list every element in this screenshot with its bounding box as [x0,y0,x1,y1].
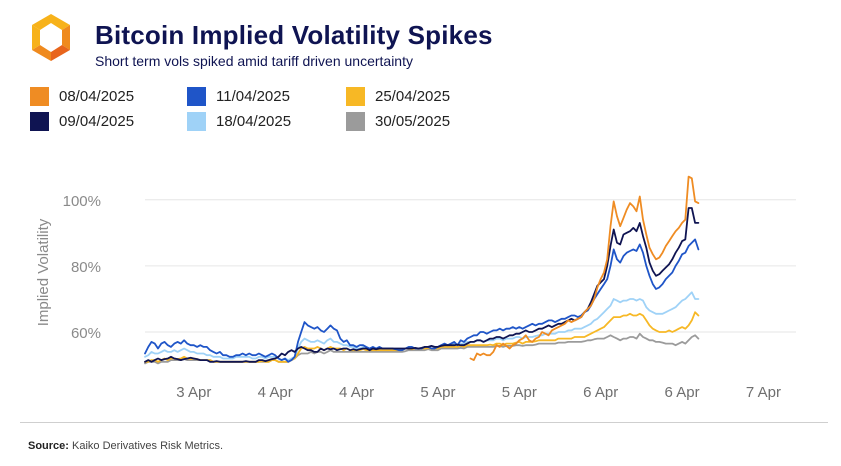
logo-facet-3 [51,45,70,61]
logo-facet-4 [32,45,51,61]
x-tick-label: 7 Apr [746,384,781,401]
chart-subtitle: Short term vols spiked amid tariff drive… [95,53,413,69]
legend-item: 08/04/2025 [30,86,134,106]
legend-swatch [30,111,49,131]
legend-label: 11/04/2025 [216,87,290,105]
x-tick-label: 4 Apr [258,384,293,401]
source-text: Kaiko Derivatives Risk Metrics. [72,440,224,452]
legend-item: 25/04/2025 [346,86,450,106]
series-line-09-04-2025 [144,207,700,363]
legend-swatch [346,111,365,131]
legend-label: 25/04/2025 [375,87,451,105]
legend-swatch [187,86,206,106]
x-tick-label: 5 Apr [420,384,455,401]
y-tick-label: 100% [63,193,101,210]
x-tick-label: 6 Apr [583,384,618,401]
chart-title: Bitcoin Implied Volatility Spikes [95,20,493,50]
logo-facet-1 [32,14,70,30]
legend-item: 30/05/2025 [346,111,450,131]
legend-item: 09/04/2025 [30,111,134,131]
chart-legend: 08/04/2025 09/04/2025 11/04/2025 18/04/2… [30,86,500,136]
logo-facet-2 [62,25,70,50]
footer-divider [20,422,828,423]
legend-swatch [346,86,365,106]
x-tick-label: 4 Apr [339,384,374,401]
y-axis-label: Implied Volatility [35,218,52,326]
legend-label: 08/04/2025 [59,87,135,105]
legend-swatch [187,111,206,131]
legend-item: 11/04/2025 [187,86,290,106]
x-tick-label: 5 Apr [502,384,537,401]
chart-area: 60% 80% 100% Implied Volatility 3 Apr 4 Apr 4 … [0,150,841,420]
source-note: Source: Kaiko Derivatives Risk Metrics. [28,440,223,452]
logo-facet-5 [32,25,40,50]
legend-label: 18/04/2025 [216,112,292,130]
legend-label: 09/04/2025 [59,112,135,130]
x-tick-label: 3 Apr [176,384,211,401]
source-label: Source: [28,440,69,452]
legend-label: 30/05/2025 [375,112,451,130]
legend-item: 18/04/2025 [187,111,291,131]
kaiko-logo-icon [32,14,70,61]
volatility-line-chart: 60% 80% 100% Implied Volatility 3 Apr 4 Apr 4 … [35,175,796,401]
y-tick-label: 80% [71,259,101,276]
legend-swatch [30,86,49,106]
x-tick-label: 6 Apr [665,384,700,401]
y-tick-label: 60% [71,325,101,342]
series-line-08-04-2025 [469,175,700,361]
